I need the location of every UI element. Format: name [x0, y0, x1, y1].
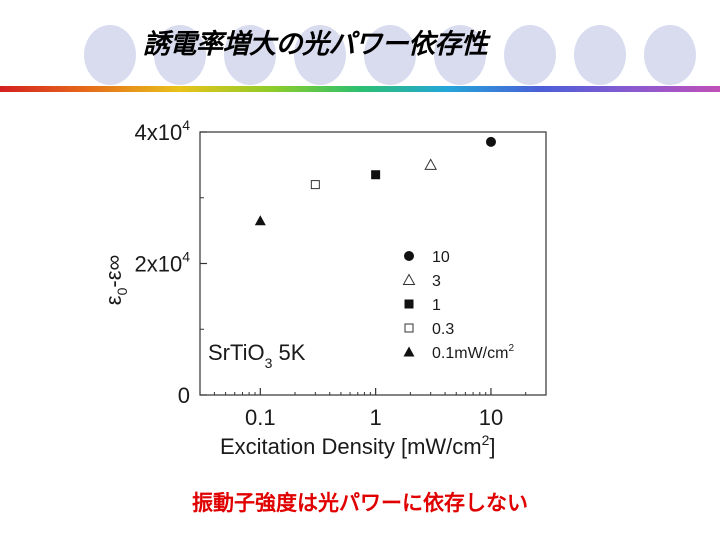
- y-tick-label: 0: [178, 383, 190, 408]
- data-point: [310, 180, 320, 190]
- y-tick-label: 4x104: [134, 117, 190, 145]
- legend-label: 0.3: [432, 321, 454, 338]
- data-point: [254, 215, 266, 226]
- slide-title: 誘電率増大の光パワー依存性: [143, 29, 488, 60]
- legend-label: 10: [432, 249, 450, 266]
- legend-marker: [403, 346, 415, 357]
- data-point: [485, 136, 496, 147]
- legend-label: 3: [432, 273, 441, 290]
- legend-marker: [404, 323, 414, 333]
- legend-marker: [404, 299, 414, 309]
- legend-marker: [404, 251, 414, 261]
- rainbow-divider: [0, 86, 720, 92]
- x-tick-label: 0.1: [245, 405, 276, 430]
- x-tick-label: 1: [370, 405, 382, 430]
- x-axis-label: Excitation Density [mW/cm2]: [220, 432, 496, 459]
- legend-label: 1: [432, 297, 441, 314]
- data-point: [371, 170, 381, 180]
- slide-caption: 振動子強度は光パワーに依存しない: [192, 491, 528, 515]
- sample-label: SrTiO3 5K: [208, 340, 306, 371]
- scatter-chart: 0.1 1 10 0 2x104 4x104 10 3 1 0.3 0.1mW/cm2 SrTiO…: [101, 117, 547, 459]
- legend-marker: [402, 273, 416, 285]
- decorative-circles: [84, 25, 696, 85]
- data-point: [424, 158, 438, 170]
- y-axis-label: ε0-ε∞: [101, 255, 130, 305]
- x-tick-label: 10: [479, 405, 503, 430]
- legend-label: 0.1mW/cm2: [432, 343, 514, 362]
- chart-legend: 10 3 1 0.3 0.1mW/cm2: [402, 249, 514, 362]
- data-markers: [254, 136, 496, 226]
- axis-ticks: 0.1 1 10 0 2x104 4x104: [134, 117, 527, 430]
- y-tick-label: 2x104: [134, 249, 190, 277]
